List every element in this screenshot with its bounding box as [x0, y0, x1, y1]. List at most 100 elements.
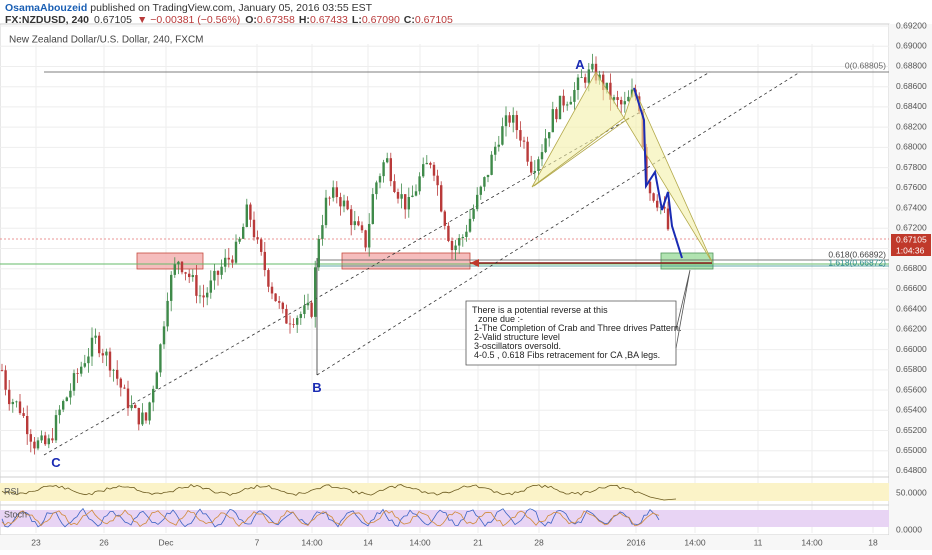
rsi-label: RSI — [4, 486, 19, 496]
current-price-tag-bg — [891, 234, 931, 245]
candle-body — [328, 197, 331, 199]
candle-body — [537, 159, 540, 171]
candle-body — [224, 257, 227, 267]
candle-body — [123, 387, 126, 389]
candle-body — [656, 200, 659, 208]
callout-line-2: zone due :- — [478, 314, 523, 324]
candle-body — [314, 267, 317, 317]
x-tick-label: 2016 — [627, 537, 646, 547]
candle-body — [173, 264, 176, 275]
candle-body — [350, 209, 353, 226]
candle-body — [112, 369, 115, 371]
candle-body — [497, 144, 500, 147]
candle-body — [591, 63, 594, 70]
candle-body — [299, 314, 302, 318]
y-tick-label: 0.68200 — [896, 121, 927, 131]
candle-body — [29, 434, 32, 442]
candle-body — [54, 415, 58, 441]
candle-body — [98, 335, 101, 354]
rsi-value-tag: 50.0000 — [896, 487, 927, 497]
candle-body — [40, 435, 43, 441]
candle-body — [386, 158, 389, 163]
crab-xa-line — [533, 117, 630, 187]
structure-zone-mid — [341, 252, 471, 270]
candle-body — [162, 326, 166, 345]
candle-body — [321, 225, 324, 239]
candle-body — [368, 223, 371, 248]
candle-body — [26, 416, 29, 435]
candle-body — [242, 226, 245, 239]
time-axis-area — [0, 535, 932, 550]
candle-body — [44, 435, 47, 445]
candle-body — [432, 164, 436, 176]
channel-upper-line — [316, 71, 801, 376]
candle-body — [627, 96, 630, 102]
candle-body — [288, 323, 292, 325]
candle-body — [4, 370, 7, 390]
candle-body — [530, 161, 533, 173]
candle-body — [306, 302, 310, 306]
candle-body — [389, 158, 392, 182]
callout-line-4: 2-Valid structure level — [474, 332, 560, 342]
y-tick-label: 0.67400 — [896, 202, 927, 212]
channel-lower-line — [43, 71, 711, 456]
candle-body — [180, 261, 184, 273]
candle-body — [414, 191, 418, 196]
low-label: L: — [352, 14, 362, 26]
y-tick-label: 0.65000 — [896, 445, 927, 455]
x-tick-label: 14:00 — [684, 537, 706, 547]
candle-body — [155, 372, 158, 389]
candle-body — [0, 370, 4, 371]
candle-body — [346, 200, 349, 210]
candle-body — [18, 401, 22, 414]
chart-title: New Zealand Dollar/U.S. Dollar, 240, FXC… — [9, 35, 204, 46]
candle-body — [144, 412, 148, 421]
candle-body — [159, 344, 162, 373]
countdown-tag-bg — [891, 245, 931, 256]
reversal-zone — [660, 252, 714, 270]
y-tick-label: 0.69000 — [896, 40, 927, 50]
stoch-k-line — [1, 507, 660, 528]
candle-body — [11, 401, 14, 405]
x-tick-label: 14:00 — [409, 537, 431, 547]
header-line-1: OsamaAbouzeid published on TradingView.co… — [5, 2, 373, 14]
candle-body — [292, 324, 295, 325]
candle-body — [206, 292, 209, 298]
candle-body — [339, 197, 342, 207]
candle-body — [422, 164, 425, 177]
candle-body — [573, 89, 576, 102]
candle-body — [58, 409, 61, 416]
candle-body — [494, 146, 497, 155]
lines-layer — [0, 71, 889, 456]
candle-body — [648, 181, 652, 194]
candle-body — [544, 138, 547, 153]
three-drives-line — [633, 87, 683, 259]
y-tick-label: 0.69200 — [896, 20, 927, 30]
candle-body — [335, 187, 338, 198]
candle-body — [360, 225, 364, 231]
y-tick-label: 0.68800 — [896, 61, 927, 71]
candle-body — [645, 146, 648, 182]
candle-body — [263, 251, 266, 271]
candle-body — [393, 181, 396, 192]
candle-body — [566, 104, 569, 106]
y-tick-label: 0.68600 — [896, 81, 927, 91]
candle-body — [94, 335, 97, 338]
pattern-label-c: C — [51, 455, 61, 470]
candle-body — [141, 412, 144, 425]
candle-body — [177, 261, 180, 265]
candle-body — [501, 126, 504, 145]
candle-body — [663, 206, 666, 209]
candle-body — [33, 441, 36, 449]
candle-body — [195, 275, 198, 296]
candle-body — [234, 241, 238, 263]
candle-body — [411, 195, 414, 198]
candle-body — [105, 351, 108, 356]
candle-body — [130, 405, 133, 409]
candle-body — [15, 401, 18, 403]
candle-body — [620, 99, 623, 105]
candle-body — [342, 200, 346, 207]
candle-body — [108, 351, 112, 371]
y-tick-label: 0.65800 — [896, 364, 927, 374]
